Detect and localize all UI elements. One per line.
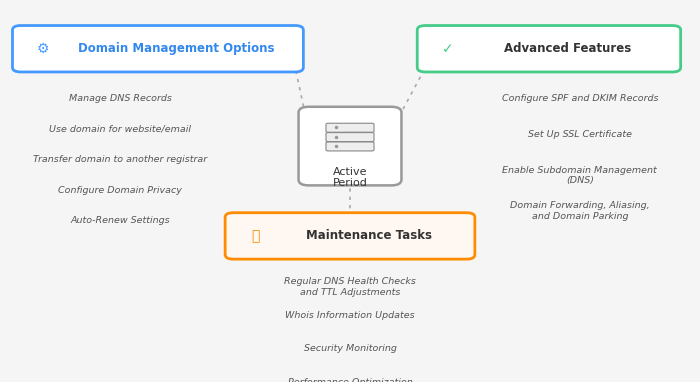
Text: ✨: ✨ xyxy=(251,229,260,243)
Text: Transfer domain to another registrar: Transfer domain to another registrar xyxy=(33,155,207,164)
Text: ✓: ✓ xyxy=(442,42,453,56)
Text: Regular DNS Health Checks
and TTL Adjustments: Regular DNS Health Checks and TTL Adjust… xyxy=(284,277,416,296)
FancyBboxPatch shape xyxy=(417,26,680,72)
Text: Use domain for website/email: Use domain for website/email xyxy=(49,125,191,133)
Text: Active
Period: Active Period xyxy=(332,167,368,188)
FancyBboxPatch shape xyxy=(225,213,475,259)
FancyBboxPatch shape xyxy=(326,142,374,151)
Text: Security Monitoring: Security Monitoring xyxy=(304,345,396,353)
FancyBboxPatch shape xyxy=(298,107,402,185)
FancyBboxPatch shape xyxy=(326,133,374,142)
Text: Domain Forwarding, Aliasing,
and Domain Parking: Domain Forwarding, Aliasing, and Domain … xyxy=(510,201,650,221)
Text: Auto-Renew Settings: Auto-Renew Settings xyxy=(71,217,170,225)
FancyBboxPatch shape xyxy=(326,123,374,132)
FancyBboxPatch shape xyxy=(13,26,303,72)
Text: Manage DNS Records: Manage DNS Records xyxy=(69,94,172,103)
Text: Set Up SSL Certificate: Set Up SSL Certificate xyxy=(528,129,632,139)
Text: Advanced Features: Advanced Features xyxy=(504,42,631,55)
Text: ⚙: ⚙ xyxy=(36,42,49,56)
Text: Performance Optimization
and Analytics: Performance Optimization and Analytics xyxy=(288,378,412,382)
Text: Domain Management Options: Domain Management Options xyxy=(78,42,274,55)
Text: Configure Domain Privacy: Configure Domain Privacy xyxy=(58,186,182,195)
Text: Whois Information Updates: Whois Information Updates xyxy=(285,311,415,320)
Text: Enable Subdomain Management
(DNS): Enable Subdomain Management (DNS) xyxy=(503,165,657,185)
Text: Maintenance Tasks: Maintenance Tasks xyxy=(305,230,431,243)
Text: Configure SPF and DKIM Records: Configure SPF and DKIM Records xyxy=(502,94,658,103)
